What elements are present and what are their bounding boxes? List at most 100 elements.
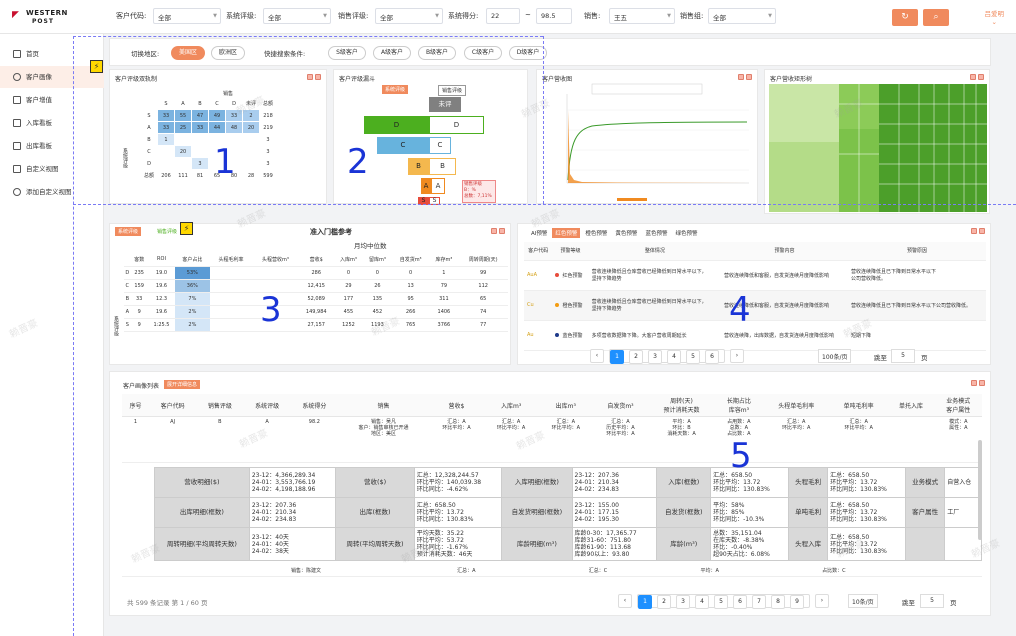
matrix-cell[interactable] bbox=[191, 133, 209, 146]
sidebar-item-customer-value[interactable]: 客户增值 bbox=[0, 89, 104, 111]
matrix-cell[interactable]: 65 bbox=[208, 169, 226, 182]
matrix-cell[interactable] bbox=[242, 157, 260, 170]
matrix-cell[interactable]: 25 bbox=[174, 121, 192, 134]
panel-actions[interactable] bbox=[968, 74, 984, 82]
matrix-cell[interactable]: 3 bbox=[259, 157, 277, 170]
sys-grade-select[interactable]: 全部 ▼ bbox=[263, 8, 331, 24]
matrix-cell[interactable]: 49 bbox=[208, 109, 226, 122]
scrollbar[interactable] bbox=[978, 440, 982, 540]
matrix-cell[interactable]: 599 bbox=[259, 169, 277, 182]
page-number[interactable]: 3 bbox=[676, 595, 690, 609]
warning-page-size[interactable]: 100条/页 bbox=[818, 349, 852, 363]
matrix-cell[interactable]: 48 bbox=[225, 121, 243, 134]
page-number[interactable]: 8 bbox=[771, 595, 785, 609]
page-number[interactable]: 2 bbox=[629, 350, 643, 364]
expand-icon[interactable] bbox=[971, 380, 977, 386]
sidebar-item-customer-profile[interactable]: 客户画像 bbox=[0, 66, 104, 88]
matrix-cell[interactable]: 33 bbox=[191, 121, 209, 134]
matrix-cell[interactable]: 3 bbox=[259, 133, 277, 146]
quick-b-grade[interactable]: B级客户 bbox=[418, 46, 456, 60]
expand-icon[interactable] bbox=[307, 74, 313, 80]
matrix-cell[interactable]: 33 bbox=[157, 121, 175, 134]
prev-page-icon[interactable]: ‹ bbox=[590, 349, 604, 363]
matrix-cell[interactable]: 218 bbox=[259, 109, 277, 122]
warning-tab[interactable]: 蓝色预警 bbox=[645, 231, 668, 237]
panel-actions[interactable] bbox=[969, 380, 985, 388]
score-max-input[interactable]: 98.5 bbox=[536, 8, 572, 24]
matrix-cell[interactable] bbox=[191, 145, 209, 158]
expand-details-button[interactable]: 展开详细信息 bbox=[164, 380, 201, 389]
more-icon[interactable] bbox=[979, 380, 985, 386]
sidebar-item-custom-view[interactable]: 自定义视图 bbox=[0, 158, 104, 180]
panel-actions[interactable] bbox=[736, 74, 752, 82]
panel-actions[interactable] bbox=[489, 228, 505, 236]
matrix-cell[interactable]: 33 bbox=[225, 109, 243, 122]
tab-system-grade[interactable]: 系统评级 bbox=[115, 227, 142, 236]
panel-actions[interactable] bbox=[305, 74, 321, 82]
page-number[interactable]: 4 bbox=[667, 350, 681, 364]
matrix-cell[interactable]: 219 bbox=[259, 121, 277, 134]
region-tab-us[interactable]: 美国区 bbox=[171, 46, 205, 60]
matrix-cell[interactable] bbox=[174, 133, 192, 146]
warning-row[interactable]: Cu 橙色预警 营收连续降低且仓库营收已经降低到日常水平以下， 坚持下降趋势 营收连续… bbox=[524, 290, 986, 321]
jump-input[interactable]: 5 bbox=[891, 349, 915, 363]
warning-tab[interactable]: 绿色预警 bbox=[675, 231, 698, 237]
sales-group-select[interactable]: 全部 ▼ bbox=[708, 8, 776, 24]
matrix-cell[interactable]: 20 bbox=[242, 121, 260, 134]
page-number[interactable]: 6 bbox=[733, 595, 747, 609]
page-number[interactable]: 9 bbox=[790, 595, 804, 609]
warning-tab[interactable]: 黄色预警 bbox=[615, 231, 638, 237]
page-number[interactable]: 6 bbox=[705, 350, 719, 364]
expand-icon[interactable] bbox=[738, 74, 744, 80]
sales-select[interactable]: 王五 ▼ bbox=[609, 8, 675, 24]
quick-a-grade[interactable]: A级客户 bbox=[373, 46, 411, 60]
matrix-cell[interactable]: 2 bbox=[242, 109, 260, 122]
quick-d-grade[interactable]: D级客户 bbox=[509, 46, 547, 60]
matrix-cell[interactable]: 33 bbox=[157, 109, 175, 122]
expand-icon[interactable] bbox=[970, 74, 976, 80]
search-button[interactable]: ⌕ bbox=[923, 9, 949, 26]
matrix-cell[interactable] bbox=[157, 157, 175, 170]
warning-tab[interactable]: AI预警 bbox=[531, 231, 548, 237]
cust-code-select[interactable]: 全部 ▼ bbox=[153, 8, 221, 24]
panel-actions[interactable] bbox=[969, 228, 985, 236]
page-number[interactable]: 5 bbox=[714, 595, 728, 609]
matrix-cell[interactable] bbox=[242, 145, 260, 158]
matrix-cell[interactable]: 28 bbox=[242, 169, 260, 182]
more-icon[interactable] bbox=[315, 74, 321, 80]
quick-c-grade[interactable]: C级客户 bbox=[464, 46, 502, 60]
page-number[interactable]: 7 bbox=[752, 595, 766, 609]
matrix-cell[interactable] bbox=[242, 133, 260, 146]
page-number[interactable]: 1 bbox=[610, 350, 624, 364]
page-number[interactable]: 3 bbox=[648, 350, 662, 364]
matrix-cell[interactable]: 206 bbox=[157, 169, 175, 182]
chart-scrollbar[interactable] bbox=[617, 198, 647, 201]
matrix-cell[interactable]: 81 bbox=[191, 169, 209, 182]
page-number[interactable]: 4 bbox=[695, 595, 709, 609]
matrix-cell[interactable] bbox=[157, 145, 175, 158]
matrix-cell[interactable]: 47 bbox=[191, 109, 209, 122]
matrix-cell[interactable]: 3 bbox=[259, 145, 277, 158]
more-icon[interactable] bbox=[979, 228, 985, 234]
next-page-icon[interactable]: › bbox=[730, 349, 744, 363]
sales-grade-select[interactable]: 全部 ▼ bbox=[375, 8, 443, 24]
refresh-button[interactable]: ↻ bbox=[892, 9, 918, 26]
sidebar-item-outbound[interactable]: 出库看板 bbox=[0, 135, 104, 157]
page-number[interactable]: 5 bbox=[686, 350, 700, 364]
expand-icon[interactable] bbox=[971, 228, 977, 234]
sidebar-item-home[interactable]: 首页 bbox=[0, 43, 104, 65]
matrix-cell[interactable]: 111 bbox=[174, 169, 192, 182]
matrix-cell[interactable] bbox=[174, 157, 192, 170]
sidebar-item-add-view[interactable]: 添加自定义视图 bbox=[0, 181, 104, 203]
region-tab-eu[interactable]: 欧洲区 bbox=[211, 46, 245, 60]
prev-page-icon[interactable]: ‹ bbox=[618, 594, 632, 608]
more-icon[interactable] bbox=[746, 74, 752, 80]
more-icon[interactable] bbox=[978, 74, 984, 80]
score-min-input[interactable]: 22 bbox=[486, 8, 520, 24]
expand-icon[interactable] bbox=[491, 228, 497, 234]
next-page-icon[interactable]: › bbox=[815, 594, 829, 608]
warning-row[interactable]: Au 蓝色预警 多项营收数据降下降。大客户营收周期延长 营收连续降，出库数据，自发货连… bbox=[524, 320, 986, 351]
warning-tab[interactable]: 红色预警 bbox=[552, 228, 581, 238]
matrix-cell[interactable]: 55 bbox=[174, 109, 192, 122]
matrix-cell[interactable]: 1 bbox=[157, 133, 175, 146]
